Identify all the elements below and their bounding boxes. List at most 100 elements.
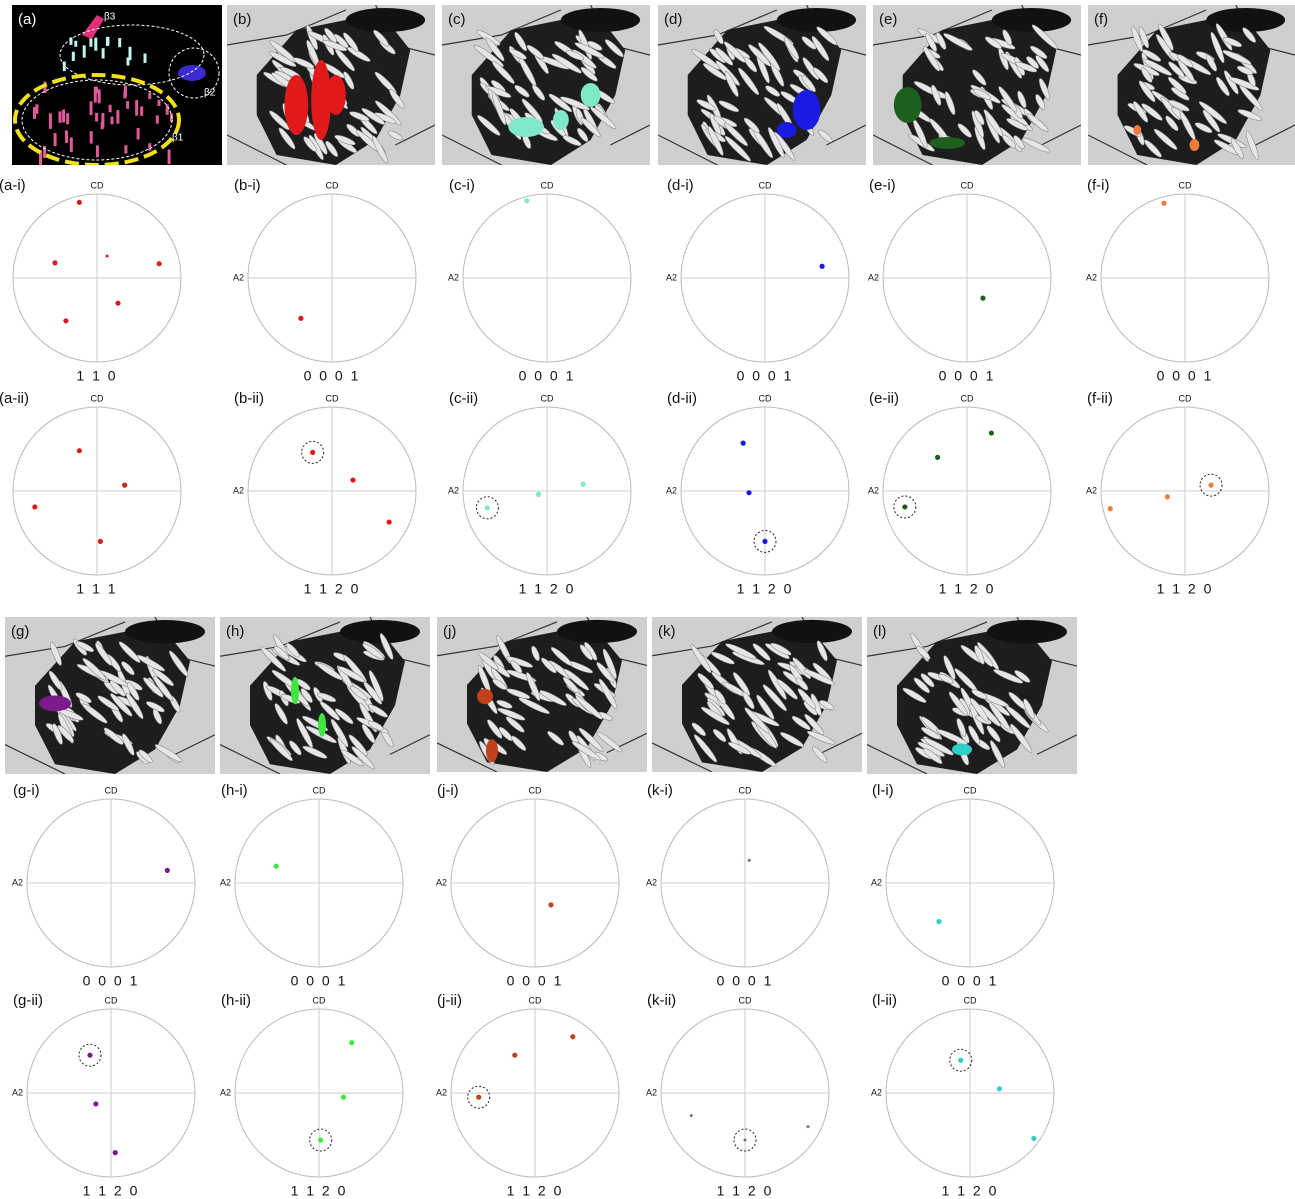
panel-label: (f)	[1094, 11, 1108, 28]
pole-spot	[32, 504, 37, 509]
pole-spot	[548, 902, 553, 907]
micrograph	[652, 617, 862, 772]
micrograph	[873, 5, 1081, 165]
pole-spot	[113, 1150, 118, 1155]
axis-left: A2	[1086, 485, 1097, 495]
pole-index: 0 0 0 1	[83, 973, 140, 989]
micrograph	[227, 5, 435, 165]
figure-label: (b-i)	[234, 177, 261, 194]
axis-left: A2	[646, 877, 657, 887]
axis-top: CD	[1179, 180, 1192, 190]
pole-spot	[748, 859, 751, 862]
lath	[62, 110, 65, 123]
lath	[49, 113, 52, 129]
dark-spot	[987, 620, 1067, 644]
lath	[148, 143, 151, 151]
pole-index: 1 1 2 0	[942, 1183, 999, 1199]
dark-spot	[125, 620, 205, 644]
highlighted-variant	[291, 677, 299, 704]
pole-spot	[98, 539, 103, 544]
figure-label: (d-i)	[667, 177, 694, 194]
figure-label: (j-ii)	[437, 992, 462, 1009]
highlighted-variant	[1190, 139, 1200, 151]
pole-spot	[274, 864, 279, 869]
highlighted-variant	[326, 75, 346, 115]
pole-index: 0 0 0 1	[942, 973, 999, 989]
lath	[137, 128, 140, 140]
pole-spot	[349, 1040, 354, 1045]
axis-left: A2	[868, 485, 879, 495]
pole-spot	[1031, 1136, 1036, 1141]
highlighted-variant	[508, 117, 544, 137]
lath	[54, 133, 57, 146]
pole-spot	[87, 1053, 92, 1058]
highlighted-variant	[477, 689, 493, 705]
figure-label: (a-i)	[0, 177, 26, 194]
pole-index: 1 1 2 0	[83, 1183, 140, 1199]
axis-top: CD	[739, 995, 752, 1005]
dark-spot	[340, 620, 420, 644]
lath	[127, 57, 130, 65]
axis-top: CD	[739, 785, 752, 795]
pole-index: 1 1 2 0	[939, 581, 996, 597]
panel-label: (g)	[11, 623, 29, 640]
panel-label: (j)	[443, 623, 456, 640]
figure-label: (l-ii)	[872, 992, 897, 1009]
lath	[168, 150, 171, 165]
lath	[59, 111, 62, 123]
pole-spot	[1165, 494, 1170, 499]
highlighted-variant	[318, 713, 326, 737]
pole-index: 0 0 0 1	[939, 368, 996, 384]
dark-spot	[992, 8, 1071, 32]
pole-spot	[512, 1053, 517, 1058]
lath	[140, 106, 143, 116]
pole-index: 1 1 2 0	[1157, 581, 1214, 597]
pole-spot	[77, 200, 82, 205]
pole-spot	[115, 301, 120, 306]
pole-spot	[980, 296, 985, 301]
micrograph	[220, 617, 430, 774]
lath	[102, 48, 105, 58]
pole-index: 0 0 0 1	[1157, 368, 1214, 384]
pole-spot	[77, 448, 82, 453]
panel-label: (l)	[873, 623, 886, 640]
pole-index: 0 0 0 1	[507, 973, 564, 989]
panel-label: (d)	[664, 11, 682, 28]
lath	[135, 100, 138, 116]
pole-index: 0 0 0 1	[737, 368, 794, 384]
axis-left: A2	[220, 877, 231, 887]
dark-spot	[346, 8, 425, 32]
panel-label: (c)	[448, 11, 466, 28]
panel-label: (b)	[233, 11, 251, 28]
pole-spot	[122, 483, 127, 488]
lath	[166, 104, 169, 114]
pole-spot	[52, 260, 57, 265]
pole-spot	[536, 492, 541, 497]
figure-label: (d-ii)	[667, 390, 697, 407]
pole-spot	[820, 264, 825, 269]
pole-spot	[476, 1095, 481, 1100]
lath	[98, 89, 101, 103]
lath	[95, 113, 98, 122]
pole-spot	[1208, 483, 1213, 488]
lath	[124, 145, 127, 153]
micrograph	[5, 617, 215, 774]
pole-spot	[807, 1125, 810, 1128]
figure-label: (f-ii)	[1087, 390, 1113, 407]
pole-spot	[581, 482, 586, 487]
highlighted-variant	[486, 739, 498, 762]
pole-spot	[387, 519, 392, 524]
axis-top: CD	[1179, 393, 1192, 403]
lath	[94, 87, 97, 103]
pole-spot	[989, 430, 994, 435]
pole-spot	[936, 919, 941, 924]
pole-spot	[350, 477, 355, 482]
axis-left: A2	[12, 1087, 23, 1097]
figure-label: (j-i)	[437, 782, 459, 799]
axis-left: A2	[871, 1087, 882, 1097]
axis-left: A2	[233, 272, 244, 282]
phase-label: β3	[104, 12, 116, 23]
axis-top: CD	[91, 180, 104, 190]
pole-spot	[935, 455, 940, 460]
highlighted-variant	[284, 75, 308, 135]
